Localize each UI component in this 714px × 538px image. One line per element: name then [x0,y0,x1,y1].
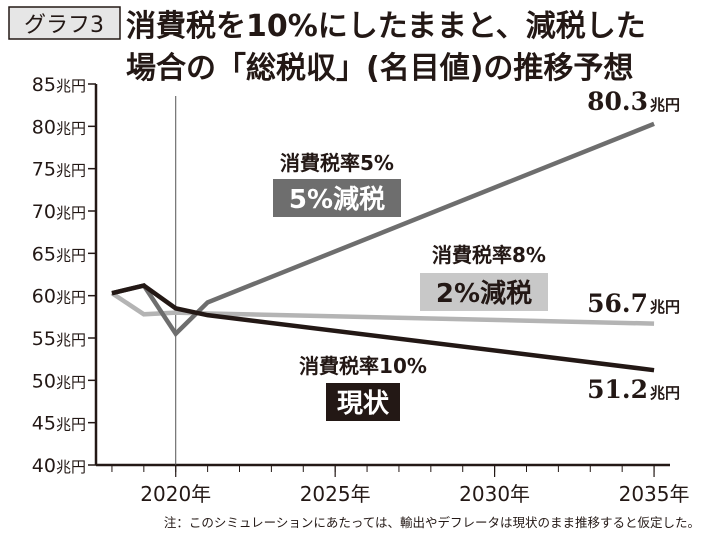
y-tick-label: 40兆円 [32,455,86,477]
y-tick-label: 70兆円 [32,201,86,223]
badge: グラフ3 [24,13,104,38]
badge-box [8,6,121,40]
y-tick-label: 75兆円 [32,159,86,181]
x-tick-label: 2025年 [300,482,371,506]
y-tick-label: 60兆円 [32,286,86,308]
series-tag-label: 2%減税 [436,279,532,309]
footnote: 注：このシミュレーションにあたっては、輸出やデフレータは現状のまま推移すると仮定… [164,515,700,530]
y-tick-label: 45兆円 [32,413,86,435]
series-tag-box [326,383,400,421]
y-tick-label: 55兆円 [32,328,86,350]
y-tick-label: 85兆円 [32,74,86,96]
y-tick-label: 50兆円 [32,370,86,392]
series-tag-label: 5%減税 [289,185,385,215]
y-tick-label: 65兆円 [32,243,86,265]
end-value-label: 56.7 [587,289,648,318]
series-name-label: 消費税率5% [280,151,394,175]
y-tick-label: 80兆円 [32,116,86,138]
series-name-label: 消費税率10% [299,354,427,378]
x-tick-label: 2030年 [459,482,530,506]
title-line-1: 消費税を10%にしたままと、減税した [126,9,646,44]
series-tag-box [273,179,401,217]
end-value-label: 51.2 [587,375,648,404]
end-value-unit: 兆円 [650,96,680,114]
series-line [111,283,655,373]
end-value-unit: 兆円 [650,384,680,402]
series-tag-label: 現状 [337,389,390,419]
title-line-2: 場合の「総税収」(名目値)の推移予想 [126,51,633,86]
series-tag-box [420,273,548,311]
x-tick-label: 2035年 [619,482,690,506]
series-line [110,291,655,326]
end-value-unit: 兆円 [650,298,680,316]
x-tick-label: 2020年 [140,482,211,506]
series-name-label: 消費税率8% [432,243,546,267]
end-value-label: 80.3 [587,87,648,116]
